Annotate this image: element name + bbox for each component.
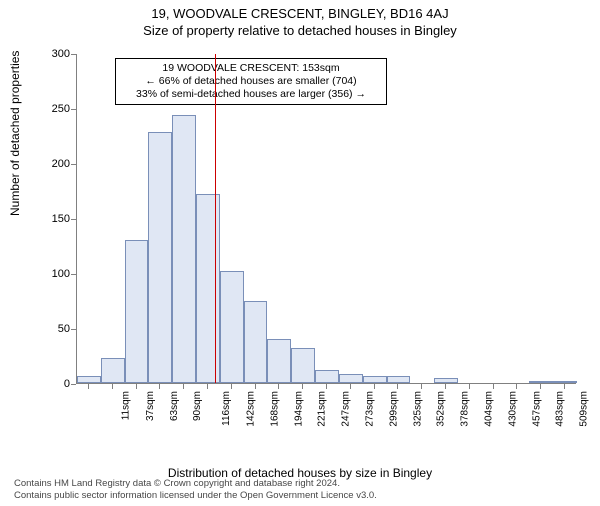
x-tick-label: 221sqm (317, 391, 328, 427)
chart-area: 050100150200250300 19 WOODVALE CRESCENT:… (48, 54, 580, 424)
x-tick-label: 325sqm (412, 391, 423, 427)
histogram-bar (529, 381, 553, 383)
x-tick-mark (183, 384, 184, 389)
x-tick-mark (540, 384, 541, 389)
y-tick-label: 150 (40, 213, 70, 225)
y-tick-label: 50 (40, 323, 70, 335)
x-tick-label: 430sqm (507, 391, 518, 427)
histogram-bar (434, 378, 458, 384)
x-tick-mark (445, 384, 446, 389)
chart-container: 19, WOODVALE CRESCENT, BINGLEY, BD16 4AJ… (0, 6, 600, 506)
y-ticks: 050100150200250300 (48, 54, 76, 384)
histogram-bar (77, 376, 101, 383)
histogram-bar (315, 370, 339, 383)
histogram-bar (148, 132, 172, 383)
x-tick-label: 116sqm (221, 391, 232, 426)
x-tick-label: 299sqm (388, 391, 399, 427)
x-tick-label: 352sqm (436, 391, 447, 427)
x-tick-mark (255, 384, 256, 389)
x-tick-label: 37sqm (145, 391, 156, 421)
x-tick-label: 404sqm (484, 391, 495, 427)
footer-attribution: Contains HM Land Registry data © Crown c… (14, 478, 377, 502)
x-tick-mark (350, 384, 351, 389)
histogram-bar (101, 358, 125, 383)
histogram-bar (244, 301, 268, 384)
main-title: 19, WOODVALE CRESCENT, BINGLEY, BD16 4AJ (0, 6, 600, 21)
x-tick-mark (159, 384, 160, 389)
x-tick-mark (231, 384, 232, 389)
x-tick-mark (564, 384, 565, 389)
x-tick-label: 247sqm (341, 391, 352, 427)
x-tick-mark (397, 384, 398, 389)
histogram-bar (196, 194, 220, 383)
x-tick-mark (516, 384, 517, 389)
footer-line-2: Contains public sector information licen… (14, 490, 377, 502)
x-tick-mark (302, 384, 303, 389)
x-ticks: 11sqm 37sqm 63sqm 90sqm 116sqm 142sqm 168sqm 19… (76, 384, 576, 424)
y-tick-label: 100 (40, 268, 70, 280)
x-tick-mark (136, 384, 137, 389)
histogram-bar (553, 381, 577, 383)
annotation-box: 19 WOODVALE CRESCENT: 153sqm ← 66% of de… (115, 58, 387, 105)
y-tick-label: 250 (40, 103, 70, 115)
y-tick-label: 0 (40, 378, 70, 390)
x-tick-label: 168sqm (269, 391, 280, 427)
annotation-line-2: ← 66% of detached houses are smaller (70… (122, 75, 380, 88)
x-tick-label: 194sqm (293, 391, 304, 427)
x-tick-mark (207, 384, 208, 389)
histogram-bar (387, 376, 411, 383)
x-tick-label: 273sqm (365, 391, 376, 427)
x-tick-mark (493, 384, 494, 389)
histogram-bar (172, 115, 196, 383)
x-tick-mark (278, 384, 279, 389)
footer-line-1: Contains HM Land Registry data © Crown c… (14, 478, 377, 490)
annotation-line-3: 33% of semi-detached houses are larger (… (122, 88, 380, 101)
x-tick-mark (374, 384, 375, 389)
plot-area: 19 WOODVALE CRESCENT: 153sqm ← 66% of de… (76, 54, 576, 384)
histogram-bar (267, 339, 291, 383)
y-tick-label: 300 (40, 48, 70, 60)
histogram-bar (339, 374, 363, 383)
x-tick-label: 90sqm (192, 391, 203, 421)
x-tick-label: 483sqm (555, 391, 566, 427)
x-tick-label: 11sqm (120, 391, 131, 420)
x-tick-mark (112, 384, 113, 389)
y-axis-label: Number of detached properties (8, 51, 22, 216)
x-tick-mark (326, 384, 327, 389)
annotation-line-1: 19 WOODVALE CRESCENT: 153sqm (122, 62, 380, 75)
x-tick-label: 378sqm (460, 391, 471, 427)
subtitle: Size of property relative to detached ho… (0, 23, 600, 38)
histogram-bar (220, 271, 244, 383)
y-tick-label: 200 (40, 158, 70, 170)
x-tick-mark (88, 384, 89, 389)
x-tick-label: 509sqm (579, 391, 590, 427)
x-tick-mark (469, 384, 470, 389)
histogram-bar (291, 348, 315, 383)
x-tick-mark (421, 384, 422, 389)
histogram-bar (125, 240, 149, 383)
x-tick-label: 457sqm (531, 391, 542, 427)
histogram-bar (363, 376, 387, 383)
x-tick-label: 142sqm (246, 391, 257, 427)
x-tick-label: 63sqm (169, 391, 180, 421)
reference-line (215, 54, 216, 383)
